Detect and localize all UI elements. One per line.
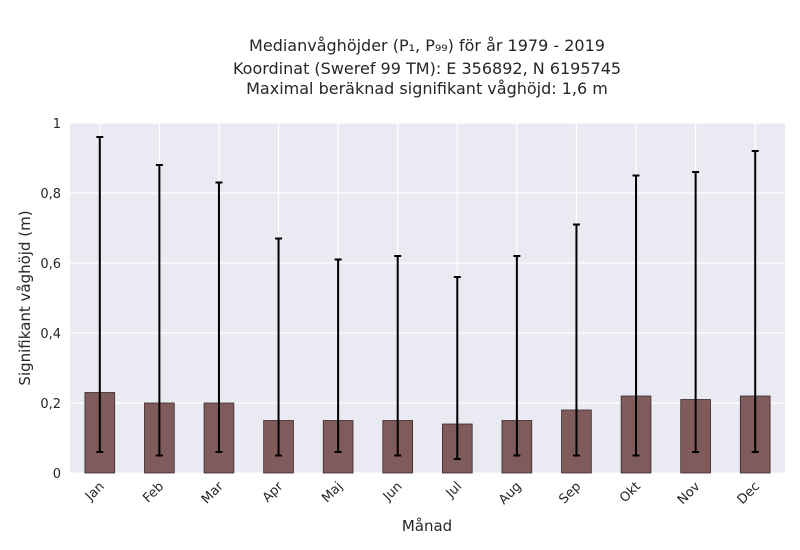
plot-area	[70, 123, 785, 473]
error-bar-dec	[751, 150, 759, 453]
y-tick-label: 0	[53, 467, 61, 482]
error-bar-nov	[692, 171, 700, 453]
y-tick-label: 0,2	[40, 397, 61, 412]
error-bar-apr	[275, 237, 283, 457]
error-bar-mar	[215, 181, 223, 453]
title-line-1: Medianvåghöjder (P₁, P₉₉) för år 1979 - …	[249, 36, 605, 55]
x-tick-label: Jul	[443, 479, 465, 501]
x-tick-label: Feb	[140, 479, 167, 506]
y-axis-label: Signifikant våghöjd (m)	[16, 210, 34, 385]
y-axis-ticks: 0 0,2 0,4 0,6 0,8 1	[40, 117, 61, 482]
y-tick-label: 1	[53, 117, 61, 132]
error-bar-okt	[632, 174, 640, 457]
x-tick-label: Jun	[380, 479, 406, 505]
title-line-3: Maximal beräknad signifikant våghöjd: 1,…	[246, 79, 608, 98]
error-bar-jul	[453, 276, 461, 460]
x-tick-label: Okt	[617, 479, 644, 506]
chart-title: Medianvåghöjder (P₁, P₉₉) för år 1979 - …	[233, 36, 621, 98]
x-tick-label: Mar	[199, 479, 227, 507]
error-bar-jan	[96, 136, 104, 453]
x-tick-label: Aug	[496, 479, 525, 508]
x-tick-label: Jan	[82, 479, 107, 504]
x-tick-label: Dec	[735, 479, 763, 507]
y-tick-label: 0,4	[40, 327, 61, 342]
error-bar-feb	[155, 164, 163, 457]
error-bar-aug	[513, 255, 521, 457]
x-tick-label: Nov	[675, 479, 704, 508]
y-tick-label: 0,6	[40, 257, 61, 272]
x-tick-label: Apr	[260, 479, 287, 506]
error-bar-maj	[334, 258, 342, 453]
error-bar-jun	[394, 255, 402, 457]
error-bars	[96, 136, 759, 460]
x-tick-label: Maj	[319, 479, 346, 506]
x-tick-label: Sep	[556, 479, 584, 507]
title-line-2: Koordinat (Sweref 99 TM): E 356892, N 61…	[233, 59, 621, 78]
y-tick-label: 0,8	[40, 187, 61, 202]
error-bar-sep	[572, 223, 580, 457]
x-axis-ticks: Jan Feb Mar Apr Maj Jun Jul Aug Sep Okt Nov Dec	[82, 479, 763, 508]
x-axis-label: Månad	[402, 517, 452, 535]
